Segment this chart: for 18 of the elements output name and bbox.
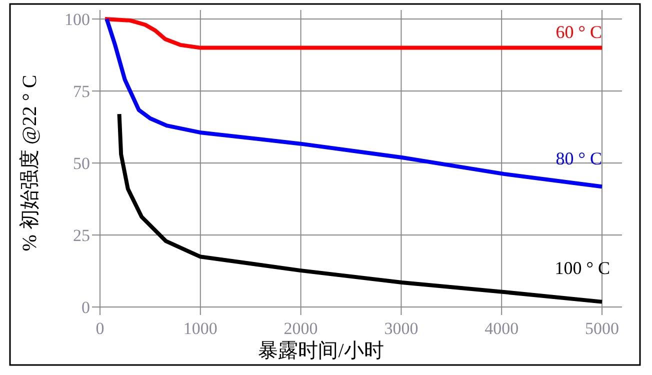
line-series: [103, 17, 604, 50]
x-tick-label: 0: [96, 319, 104, 338]
y-axis-title: % 初始强度 @22 ° C: [19, 74, 41, 252]
x-tick-label: 3000: [384, 319, 418, 338]
series-label: 60 ° C: [556, 22, 602, 42]
y-tick-label: 25: [73, 226, 90, 245]
series-label: 100 ° C: [554, 258, 610, 278]
x-tick-label: 5000: [585, 319, 619, 338]
y-tick-label: 0: [82, 298, 90, 317]
series-label: 80 ° C: [556, 148, 602, 169]
x-tick-label: 1000: [183, 319, 218, 338]
x-axis-title: 暴露时间/小时: [258, 340, 384, 362]
y-tick-label: 75: [73, 82, 90, 101]
y-tick-label: 100: [64, 10, 90, 29]
x-tick-label: 2000: [284, 319, 318, 338]
line-series: [104, 17, 604, 189]
x-tick-label: 4000: [484, 319, 519, 338]
y-tick-label: 50: [73, 154, 90, 173]
